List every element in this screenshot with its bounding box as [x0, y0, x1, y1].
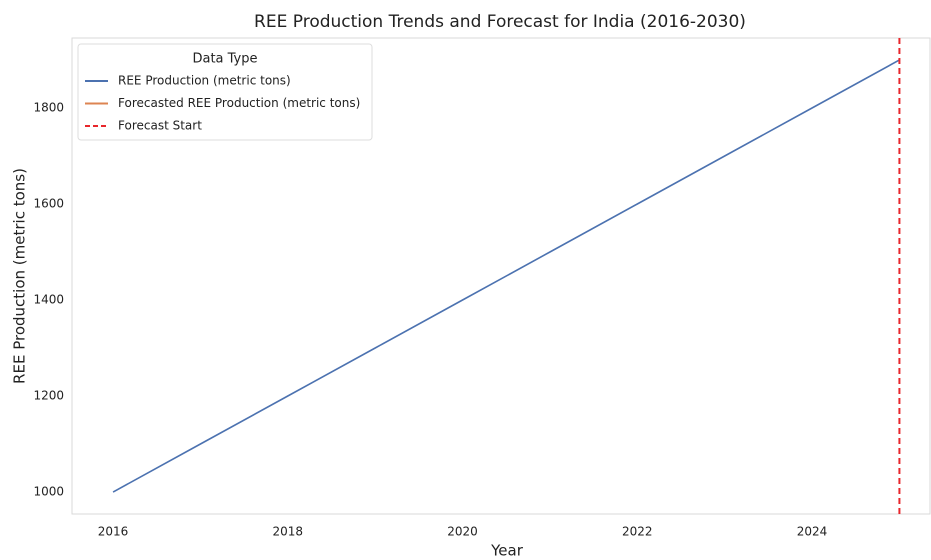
x-tick-label: 2016: [98, 525, 129, 539]
y-tick-label: 1000: [33, 485, 64, 499]
y-axis-label: REE Production (metric tons): [11, 168, 29, 384]
legend-label: Forecasted REE Production (metric tons): [118, 96, 360, 110]
data-line: [112, 59, 900, 493]
x-tick-label: 2020: [447, 525, 478, 539]
chart-title: REE Production Trends and Forecast for I…: [254, 12, 746, 32]
y-tick-label: 1200: [33, 389, 64, 403]
legend-title: Data Type: [192, 52, 257, 67]
legend-label: Forecast Start: [118, 119, 202, 133]
x-axis-label: Year: [490, 542, 524, 560]
legend-label: REE Production (metric tons): [118, 74, 291, 88]
x-tick-label: 2024: [797, 525, 828, 539]
y-tick-label: 1400: [33, 293, 64, 307]
y-tick-label: 1800: [33, 100, 64, 114]
x-tick-label: 2018: [273, 525, 304, 539]
legend-box: [77, 43, 373, 141]
x-tick-label: 2022: [622, 525, 653, 539]
y-tick-label: 1600: [33, 196, 64, 210]
